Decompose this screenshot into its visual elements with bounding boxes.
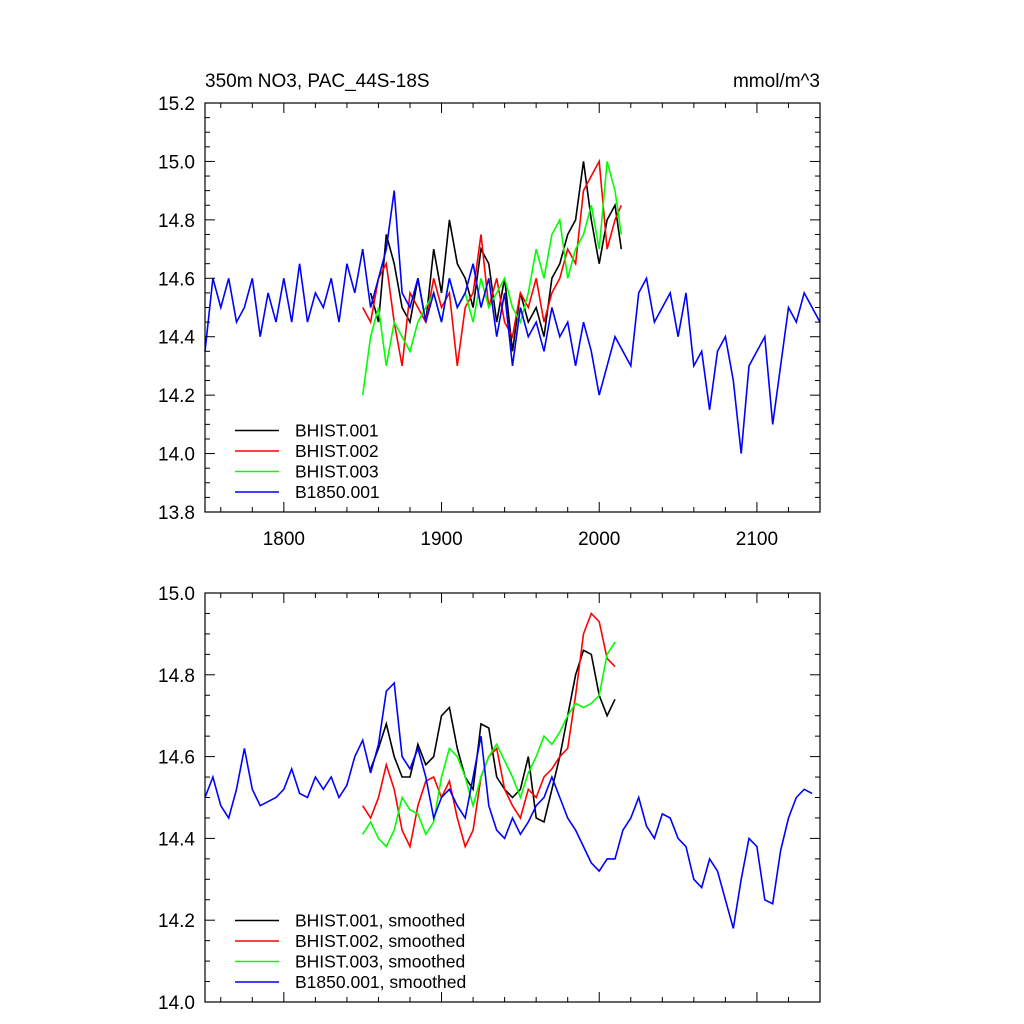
bottom-series-line-4 xyxy=(204,681,813,929)
top-axis-ticks: 13.8 14.0 14.2 14.4 14.6 14.8 15.0 15.2 1800 1900… xyxy=(158,94,821,550)
top-series-line-3 xyxy=(361,161,623,396)
top-legend-label: BHIST.001 xyxy=(295,421,379,441)
top-legend-label: BHIST.002 xyxy=(295,441,379,461)
top-y-tick-label: 14.8 xyxy=(158,211,195,232)
top-x-tick-label: 2000 xyxy=(578,529,620,550)
top-series-line-4 xyxy=(204,190,821,454)
top-y-tick-label: 15.0 xyxy=(158,152,195,173)
top-x-tick-label: 1900 xyxy=(420,529,462,550)
bottom-legend-label: BHIST.003, smoothed xyxy=(295,952,465,972)
top-y-tick-label: 15.2 xyxy=(158,94,195,115)
bottom-series-line-3 xyxy=(362,641,616,848)
top-y-tick-label: 14.2 xyxy=(158,386,195,407)
bottom-y-tick-label: 14.0 xyxy=(158,993,195,1014)
bottom-y-tick-label: 14.4 xyxy=(158,829,195,850)
top-plot-lines xyxy=(204,158,821,454)
bottom-axis-ticks: 14.0 14.2 14.4 14.6 14.8 15.0 xyxy=(158,584,821,1014)
bottom-legend-label: BHIST.002, smoothed xyxy=(295,931,465,951)
bottom-legend-label: BHIST.001, smoothed xyxy=(295,911,465,931)
top-y-tick-label: 14.0 xyxy=(158,445,195,466)
top-y-tick-label: 14.4 xyxy=(158,328,195,349)
bottom-y-tick-label: 14.8 xyxy=(158,666,195,687)
bottom-y-tick-label: 14.2 xyxy=(158,911,195,932)
top-y-tick-label: 13.8 xyxy=(158,503,195,524)
top-panel: 350m NO3, PAC_44S-18S mmol/m^3 13.814.01… xyxy=(158,71,821,550)
units-label: mmol/m^3 xyxy=(733,71,820,92)
top-series-line-2 xyxy=(361,158,623,367)
top-x-tick-label: 1800 xyxy=(263,529,305,550)
top-x-tick-label: 2100 xyxy=(736,529,778,550)
bottom-plot-lines xyxy=(204,612,813,929)
bottom-panel: 14.0 14.2 14.4 14.6 14.8 15.0 BHIST.001, smoo… xyxy=(158,584,821,1014)
top-series-line-1 xyxy=(369,161,623,352)
top-legend-label: BHIST.003 xyxy=(295,462,379,482)
bottom-y-tick-label: 15.0 xyxy=(158,584,195,605)
chart-title: 350m NO3, PAC_44S-18S xyxy=(205,71,430,92)
top-legend-label: B1850.001 xyxy=(295,482,380,502)
bottom-y-tick-label: 14.6 xyxy=(158,748,195,769)
top-y-tick-label: 14.6 xyxy=(158,269,195,290)
bottom-legend-label: B1850.001, smoothed xyxy=(295,972,466,992)
